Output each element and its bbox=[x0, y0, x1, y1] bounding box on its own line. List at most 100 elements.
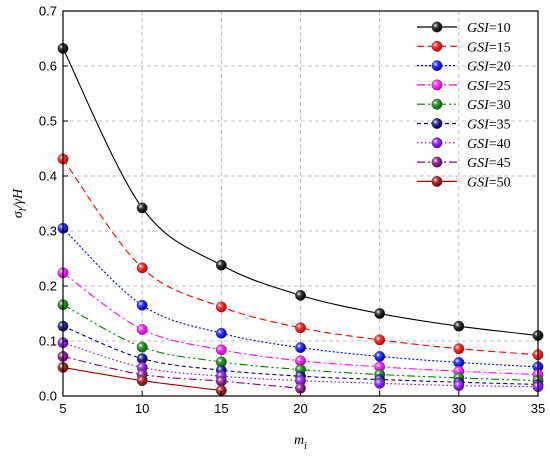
marker-shine bbox=[295, 322, 306, 333]
legend-label-suffix: =25 bbox=[489, 79, 511, 94]
legend-label-prefix: GSI bbox=[467, 60, 490, 75]
marker-shine bbox=[374, 308, 385, 319]
marker-shine bbox=[431, 41, 443, 52]
marker-shine bbox=[136, 202, 148, 214]
marker-shine bbox=[374, 378, 385, 389]
x-axis-label-subscript: i bbox=[304, 441, 307, 452]
legend-label-prefix: GSI bbox=[467, 137, 490, 152]
y-tick-label: 0.2 bbox=[39, 279, 57, 294]
x-tick-label: 25 bbox=[372, 401, 386, 416]
y-axis-label-subscript: l bbox=[18, 208, 29, 211]
legend-label-prefix: GSI bbox=[467, 156, 490, 171]
legend-label: GSI=15 bbox=[467, 40, 511, 55]
y-tick-label: 0.7 bbox=[39, 4, 57, 19]
legend-item: GSI=15 bbox=[417, 40, 511, 55]
y-tick-label: 0.6 bbox=[39, 59, 57, 74]
marker-shine bbox=[136, 262, 148, 274]
legend-label-prefix: GSI bbox=[467, 79, 490, 94]
legend-label-suffix: =10 bbox=[489, 21, 511, 36]
data-point bbox=[295, 342, 306, 354]
grid bbox=[63, 11, 538, 396]
legend-label: GSI=50 bbox=[467, 175, 511, 190]
legend-marker bbox=[431, 118, 443, 129]
x-tick-label: 20 bbox=[293, 401, 307, 416]
data-point bbox=[136, 324, 148, 335]
marker-shine bbox=[453, 357, 465, 368]
marker-shine bbox=[295, 383, 306, 394]
legend-label-prefix: GSI bbox=[467, 98, 490, 113]
marker-shine bbox=[431, 21, 443, 33]
marker-shine bbox=[295, 375, 306, 386]
legend-marker bbox=[431, 156, 443, 168]
legend-label-prefix: GSI bbox=[467, 21, 490, 36]
y-axis-label: σl/γH bbox=[11, 188, 29, 218]
legend-item: GSI=25 bbox=[417, 79, 511, 94]
legend-label-suffix: =15 bbox=[489, 40, 511, 55]
data-point bbox=[374, 361, 386, 373]
marker-shine bbox=[136, 353, 148, 364]
legend-label-suffix: =20 bbox=[489, 60, 511, 75]
legend-marker bbox=[431, 98, 443, 110]
marker-shine bbox=[431, 99, 443, 110]
data-point bbox=[295, 289, 306, 301]
x-axis-label: mi bbox=[294, 433, 307, 452]
legend-label: GSI=45 bbox=[467, 156, 511, 171]
x-tick-label: 30 bbox=[452, 401, 466, 416]
marker-shine bbox=[216, 375, 227, 387]
y-tick-label: 0.3 bbox=[39, 224, 57, 239]
data-point bbox=[215, 259, 227, 271]
axis-labels: mi σl/γH bbox=[11, 188, 307, 452]
marker-shine bbox=[216, 301, 227, 313]
marker-shine bbox=[136, 375, 148, 386]
marker-shine bbox=[374, 351, 385, 362]
legend-item: GSI=35 bbox=[417, 118, 511, 133]
marker-shine bbox=[431, 176, 443, 187]
x-tick-label: 10 bbox=[135, 401, 149, 416]
marker-shine bbox=[216, 328, 227, 339]
y-tick-label: 0.0 bbox=[39, 389, 57, 404]
legend-label-suffix: =50 bbox=[489, 175, 511, 190]
data-point bbox=[374, 350, 386, 362]
data-point bbox=[136, 202, 148, 214]
legend-marker bbox=[431, 21, 443, 33]
legend-item: GSI=10 bbox=[417, 21, 511, 36]
data-point bbox=[215, 327, 227, 339]
marker-shine bbox=[431, 118, 443, 129]
series-9 bbox=[57, 361, 227, 396]
marker-shine bbox=[431, 156, 443, 168]
series-8 bbox=[57, 350, 306, 394]
legend-label-suffix: =45 bbox=[489, 156, 511, 171]
data-point bbox=[453, 320, 465, 332]
legend-label: GSI=35 bbox=[467, 118, 511, 133]
legend-label-prefix: GSI bbox=[467, 40, 490, 55]
data-point bbox=[215, 301, 227, 313]
marker-shine bbox=[216, 385, 227, 396]
legend-item: GSI=20 bbox=[417, 60, 511, 75]
legend-label: GSI=20 bbox=[467, 60, 511, 75]
marker-shine bbox=[136, 341, 148, 353]
legend: GSI=10GSI=15GSI=20GSI=25GSI=30GSI=35GSI=… bbox=[417, 21, 511, 190]
marker-shine bbox=[295, 290, 306, 301]
marker-shine bbox=[431, 137, 443, 148]
data-point bbox=[295, 355, 306, 367]
legend-label: GSI=30 bbox=[467, 98, 511, 113]
data-point bbox=[215, 385, 227, 396]
data-point bbox=[136, 375, 148, 387]
marker-shine bbox=[453, 320, 465, 332]
legend-marker bbox=[431, 60, 443, 72]
axes: 5 10 15 20 25 30 35 0.0 0.1 0.2 0.3 0.4 0.5 0.6 0.7 bbox=[39, 4, 545, 417]
marker-shine bbox=[453, 380, 465, 391]
legend-label-prefix: GSI bbox=[467, 118, 490, 133]
marker-shine bbox=[374, 361, 385, 373]
legend-label-suffix: =35 bbox=[489, 118, 511, 133]
legend-label-prefix: GSI bbox=[467, 175, 490, 190]
data-point bbox=[215, 344, 227, 356]
legend-label: GSI=10 bbox=[467, 21, 511, 36]
marker-shine bbox=[453, 343, 465, 354]
legend-item: GSI=40 bbox=[417, 137, 511, 152]
marker-shine bbox=[295, 355, 306, 366]
marker-shine bbox=[216, 344, 227, 355]
data-point bbox=[136, 341, 148, 353]
